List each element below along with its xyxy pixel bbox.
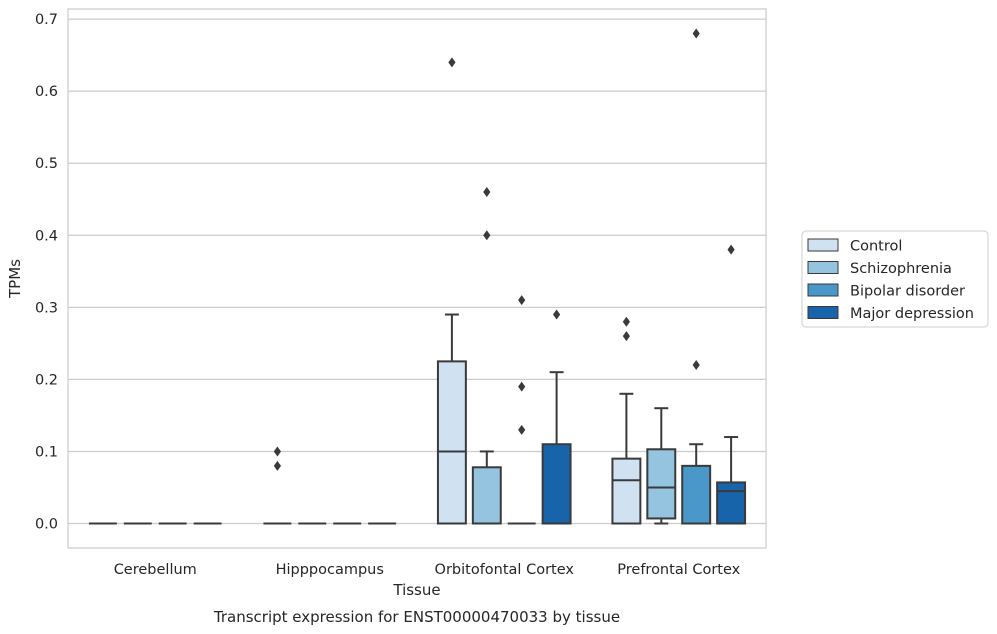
legend: Control Schizophrenia Bipolar disorder Majo… <box>801 230 989 328</box>
outlier-point <box>273 446 281 457</box>
y-tick-label: 0.5 <box>35 156 58 172</box>
legend-frame <box>801 230 989 328</box>
box-group <box>681 28 712 525</box>
legend-label: Control <box>850 239 902 255</box>
x-tick-label: Orbitofontal Cortex <box>435 562 575 578</box>
outlier-point <box>692 359 700 370</box>
legend-swatch <box>807 306 839 319</box>
box-group <box>541 309 572 525</box>
legend-label: Bipolar disorder <box>850 284 965 300</box>
grid <box>68 18 766 525</box>
box <box>611 457 642 525</box>
box <box>541 443 572 525</box>
outlier-point <box>448 57 456 68</box>
x-axis: Cerebellum Hipppocampus Orbitofontal Corte… <box>114 562 741 578</box>
box <box>716 481 747 525</box>
plot-frame <box>67 8 767 549</box>
box-group <box>436 57 467 525</box>
x-tick-label: Hipppocampus <box>276 562 384 578</box>
y-axis-label: TPMs <box>6 259 24 299</box>
outlier-point <box>622 316 630 327</box>
outlier-point <box>483 187 491 198</box>
y-tick-label: 0.0 <box>35 517 58 533</box>
y-tick-label: 0.6 <box>35 84 58 100</box>
outlier-point <box>518 424 526 435</box>
outlier-point <box>518 295 526 306</box>
box-group <box>507 295 536 525</box>
legend-swatch <box>807 261 839 274</box>
box <box>471 466 502 525</box>
chart-caption: Transcript expression for ENST0000047003… <box>213 608 620 626</box>
x-axis-label: Tissue <box>392 581 440 599</box>
y-axis: 0.0 0.1 0.2 0.3 0.4 0.5 0.6 0.7 <box>35 12 58 532</box>
box-group <box>611 316 642 525</box>
x-tick-label: Prefrontal Cortex <box>617 562 740 578</box>
box-group <box>716 244 747 525</box>
y-tick-label: 0.1 <box>35 444 58 460</box>
outlier-point <box>553 309 561 320</box>
outlier-point <box>622 331 630 342</box>
y-tick-label: 0.3 <box>35 300 58 316</box>
legend-swatch <box>807 238 839 252</box>
outlier-point <box>692 28 700 39</box>
legend-label: Major depression <box>850 306 974 322</box>
outlier-point <box>273 460 281 471</box>
y-tick-label: 0.4 <box>35 228 58 244</box>
legend-label: Schizophrenia <box>850 261 952 277</box>
box <box>646 448 677 520</box>
box-group <box>263 446 292 525</box>
box <box>681 464 712 525</box>
y-tick-label: 0.7 <box>35 12 58 28</box>
legend-swatch <box>807 283 839 297</box>
outlier-point <box>727 244 735 255</box>
y-tick-label: 0.2 <box>35 372 58 388</box>
box-group <box>471 187 502 525</box>
outlier-point <box>483 230 491 241</box>
x-tick-label: Cerebellum <box>114 562 197 578</box>
boxes <box>88 28 747 525</box>
box-group <box>646 407 677 525</box>
box <box>436 360 467 525</box>
outlier-point <box>518 381 526 392</box>
